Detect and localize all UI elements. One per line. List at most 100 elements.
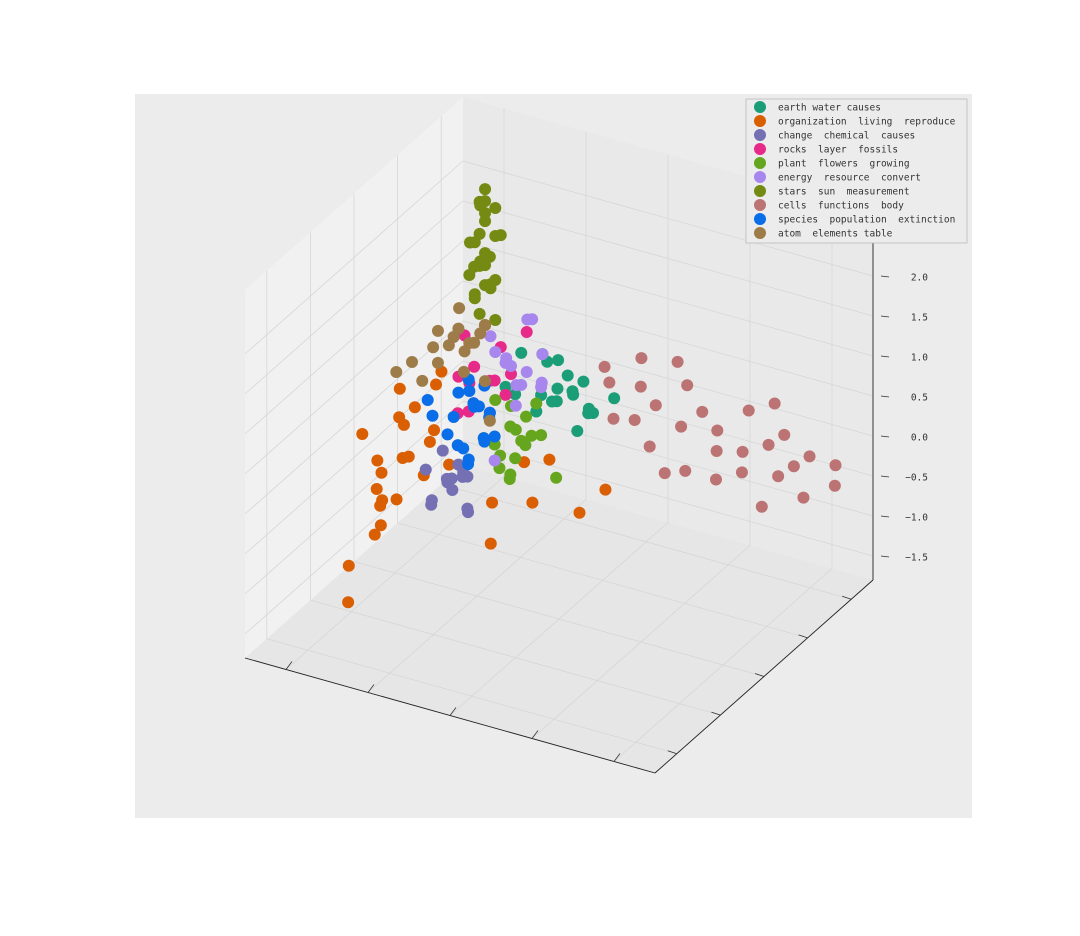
point: [368, 528, 381, 541]
point: [681, 379, 694, 392]
point: [658, 467, 671, 480]
z-tick: [880, 315, 890, 318]
legend-marker: [754, 157, 766, 169]
point: [452, 386, 465, 399]
z-tick: [880, 475, 890, 478]
point: [479, 259, 492, 272]
point: [483, 414, 496, 427]
point: [462, 453, 475, 466]
point: [442, 339, 455, 352]
y-tick: [711, 711, 721, 716]
point: [479, 207, 492, 220]
point: [488, 430, 501, 443]
legend-marker: [754, 199, 766, 211]
point: [408, 401, 421, 414]
point: [447, 410, 460, 423]
legend-marker: [754, 101, 766, 113]
point: [543, 453, 556, 466]
point: [710, 473, 722, 486]
point: [742, 404, 755, 417]
grid-line: [462, 320, 874, 437]
point: [453, 302, 466, 315]
legend-label: atom elements table: [778, 229, 893, 240]
point: [421, 394, 434, 407]
y-tick: [798, 634, 808, 639]
point: [550, 471, 563, 484]
point: [696, 405, 709, 418]
point: [458, 345, 471, 358]
point: [488, 374, 501, 387]
grid-line: [244, 200, 464, 395]
y-tick: [754, 673, 765, 677]
point: [509, 399, 522, 412]
point: [441, 428, 454, 441]
point: [675, 420, 688, 433]
grid-line: [244, 280, 464, 475]
point: [468, 336, 481, 349]
legend-label: cells functions body: [778, 201, 904, 212]
point: [426, 409, 439, 422]
point: [473, 307, 486, 320]
point: [371, 454, 384, 467]
point: [671, 355, 684, 368]
z-tick-label: 1.5: [911, 313, 928, 324]
point: [526, 496, 539, 509]
z-tick: [880, 395, 890, 398]
point: [462, 506, 475, 519]
point: [463, 385, 476, 398]
point: [515, 346, 528, 359]
point: [520, 326, 533, 339]
point: [755, 500, 768, 513]
legend-label: organization living reproduce: [778, 117, 956, 128]
x-tick: [531, 730, 539, 739]
point: [423, 435, 436, 448]
point: [488, 454, 501, 467]
point: [370, 483, 383, 496]
z-tick-label: 0.5: [911, 393, 928, 404]
point: [461, 470, 474, 483]
point: [446, 484, 459, 497]
point: [356, 427, 369, 440]
z-tick: [880, 515, 890, 518]
z-tick-label: 2.0: [911, 273, 928, 284]
point: [582, 402, 595, 415]
point: [736, 445, 749, 458]
point: [504, 468, 517, 481]
legend-label: change chemical causes: [778, 131, 915, 142]
point: [561, 369, 574, 382]
legend-marker: [754, 185, 766, 197]
legend-label: stars sun measurement: [778, 187, 910, 198]
point: [546, 395, 558, 408]
point: [518, 456, 531, 469]
point: [478, 435, 491, 448]
z-tick-label: −1.0: [905, 513, 928, 524]
point: [526, 313, 539, 326]
point: [768, 397, 781, 410]
point: [419, 463, 432, 476]
point: [468, 288, 481, 301]
point: [431, 356, 444, 369]
point: [445, 472, 458, 485]
point: [509, 452, 522, 465]
point: [406, 356, 418, 368]
point: [489, 229, 502, 242]
point: [479, 375, 492, 388]
point: [797, 491, 810, 504]
point: [551, 382, 564, 395]
point: [486, 496, 499, 509]
point: [520, 366, 533, 379]
point: [489, 313, 502, 326]
point: [390, 493, 403, 506]
floor-grid-line: [441, 483, 852, 600]
point: [778, 428, 791, 441]
point: [803, 450, 816, 463]
point: [375, 466, 388, 479]
grid-line: [462, 440, 874, 557]
legend-marker: [754, 227, 766, 239]
point: [509, 423, 522, 436]
point: [402, 450, 415, 463]
y-tick: [842, 595, 852, 600]
point: [643, 440, 656, 453]
point: [762, 438, 775, 451]
legend-label: earth water causes: [778, 103, 881, 114]
